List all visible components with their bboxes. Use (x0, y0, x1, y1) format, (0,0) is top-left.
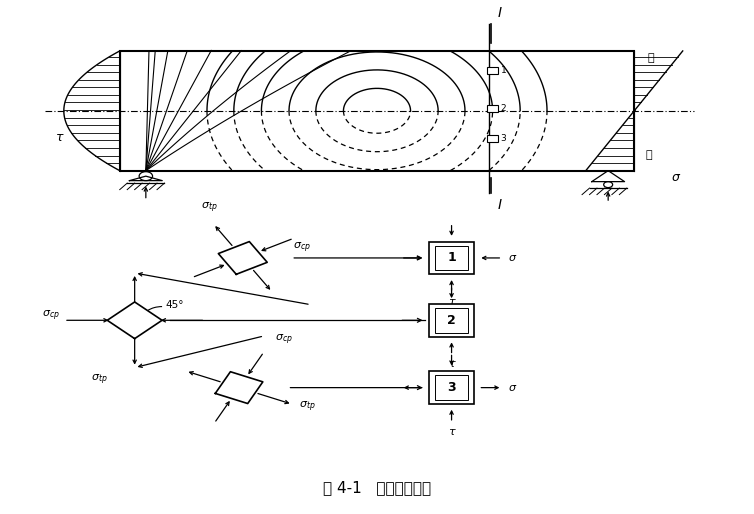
Bar (487, 105, 498, 112)
Text: $\sigma_{tp}$: $\sigma_{tp}$ (299, 399, 316, 414)
Text: I: I (498, 6, 502, 20)
Text: 图 4-1   主应力轨迹线: 图 4-1 主应力轨迹线 (323, 480, 431, 495)
Text: $\sigma_{cp}$: $\sigma_{cp}$ (42, 308, 60, 322)
Bar (435, 308, 468, 333)
Bar (429, 304, 474, 337)
Text: 2: 2 (501, 104, 507, 113)
Text: σ: σ (508, 382, 515, 393)
Bar (487, 135, 498, 142)
Text: 1: 1 (447, 251, 456, 264)
Text: $\sigma_{cp}$: $\sigma_{cp}$ (293, 241, 311, 255)
Bar (487, 67, 498, 75)
Text: 3: 3 (501, 134, 507, 143)
Text: σ: σ (508, 253, 515, 263)
Text: 拉: 拉 (645, 150, 652, 160)
Bar (435, 375, 468, 400)
Text: τ: τ (448, 359, 455, 370)
Text: τ: τ (57, 131, 64, 144)
Text: 45°: 45° (166, 300, 184, 310)
Text: τ: τ (448, 427, 455, 437)
Text: τ: τ (448, 297, 455, 307)
Bar (120, 51, 634, 171)
Bar (429, 242, 474, 274)
Text: 1: 1 (501, 66, 507, 76)
Text: 压: 压 (648, 53, 654, 63)
Text: 3: 3 (447, 381, 456, 394)
Text: I: I (498, 198, 502, 212)
Text: 2: 2 (447, 314, 456, 327)
Text: $\sigma_{tp}$: $\sigma_{tp}$ (91, 373, 108, 387)
Bar (429, 372, 474, 404)
Text: $\sigma_{tp}$: $\sigma_{tp}$ (201, 200, 218, 214)
Bar (435, 246, 468, 270)
Text: $\sigma_{cp}$: $\sigma_{cp}$ (274, 333, 293, 347)
Text: σ: σ (671, 171, 679, 183)
